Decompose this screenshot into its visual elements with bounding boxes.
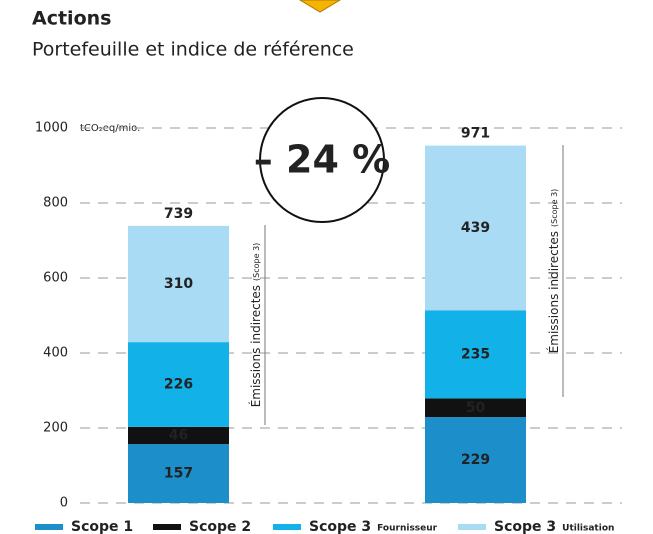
bracket-sub: (Scope 3) (252, 243, 261, 281)
legend-label: Scope 2 (189, 519, 251, 534)
y-tick-label: 1000 (35, 121, 68, 136)
data-label: 157 (164, 466, 193, 482)
total-label: 739 (164, 206, 193, 222)
legend-qualifier: Utilisation (562, 524, 614, 534)
chart-subtitle: Portefeuille et indice de référence (32, 39, 354, 61)
total-label: 971 (461, 126, 490, 142)
data-label: 439 (461, 220, 490, 236)
y-tick-label: 800 (43, 196, 68, 211)
legend-qualifier: Fournisseur (377, 524, 438, 534)
bracket-text: Émissions indirectes (546, 231, 561, 353)
legend-label: Scope 3 (494, 519, 556, 534)
data-label: 229 (461, 452, 490, 468)
y-unit: tCO₂eq/mio. (80, 123, 140, 134)
change-label: – 24 % (254, 138, 390, 182)
bar-segment (128, 444, 229, 503)
chart-title: Actions (32, 8, 111, 30)
legend-swatch (153, 524, 181, 530)
bracket-text: Émissions indirectes (248, 285, 263, 407)
bar-segment (128, 426, 229, 445)
bracket-sub: (Scope 3) (550, 189, 559, 227)
bar-segment (425, 398, 526, 418)
y-tick-label: 0 (60, 496, 68, 511)
bracket-label: Émissions indirectes (Scope 3) (546, 189, 561, 354)
data-label: 310 (164, 276, 193, 292)
data-label: 235 (461, 346, 490, 362)
legend-swatch (273, 524, 301, 530)
data-label: 50 (466, 400, 486, 416)
legend-label: Scope 1 (71, 519, 133, 534)
y-tick-label: 400 (43, 346, 68, 361)
decoration (299, 0, 341, 13)
y-tick-label: 200 (43, 421, 68, 436)
bar-segment (425, 310, 526, 399)
y-tick-label: 600 (43, 271, 68, 286)
data-label: 46 (169, 428, 188, 444)
bracket-label: Émissions indirectes (Scope 3) (248, 243, 263, 408)
change-badge (259, 97, 385, 223)
bar-segment (425, 145, 526, 311)
bar-segment (128, 225, 229, 343)
data-label: 226 (164, 377, 193, 393)
legend-swatch (458, 524, 486, 530)
legend-swatch (35, 524, 63, 530)
bar-segment (128, 342, 229, 427)
legend-label: Scope 3 (309, 519, 371, 534)
bar-segment (425, 417, 526, 503)
